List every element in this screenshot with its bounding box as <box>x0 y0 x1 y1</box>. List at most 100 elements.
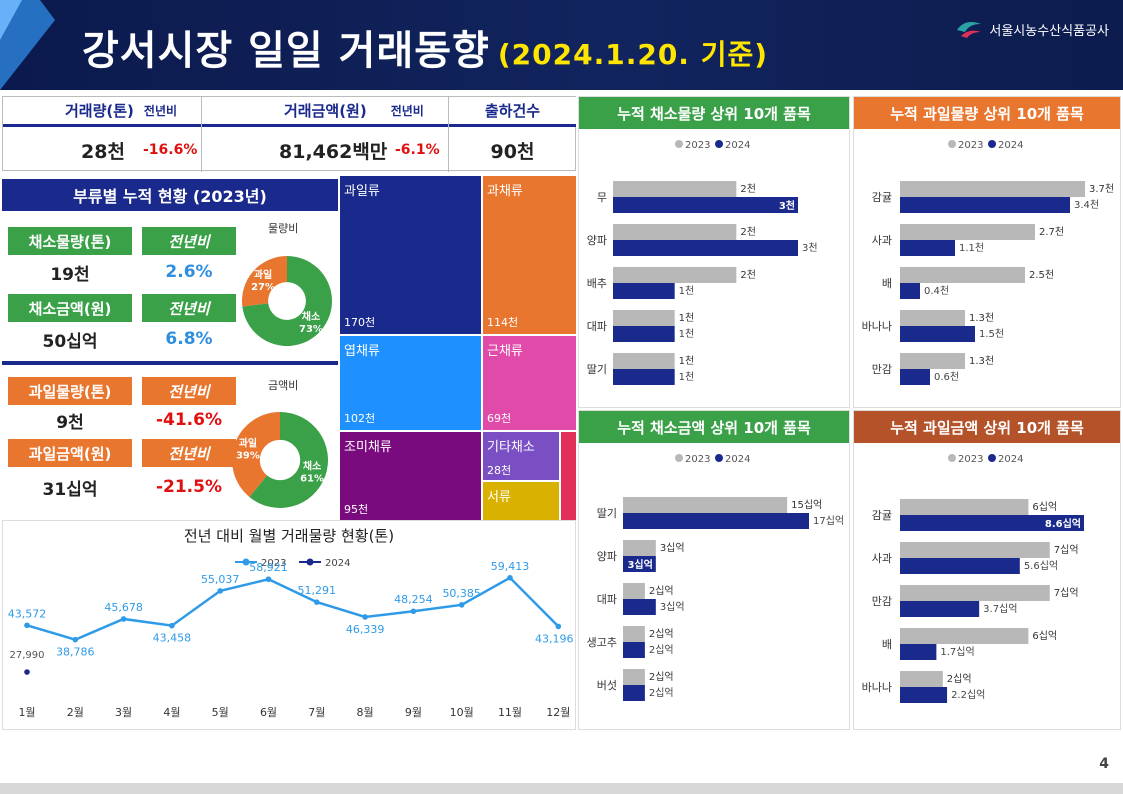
monthly-volume-chart: 전년 대비 월별 거래물량 현황(톤) 2023 2024 43,572 38,786 4… <box>8 527 574 719</box>
footer-bar <box>0 783 1123 794</box>
bar-2023-4 <box>613 353 675 369</box>
point-2023-3 <box>169 622 175 629</box>
category-summary-panel: 부류별 누적 현황 (2023년) 채소물량(톤) 전년비 19천 2.6% 채… <box>2 176 338 516</box>
bar-2024-2 <box>613 283 675 299</box>
bar-2023-4 <box>623 669 645 685</box>
treemap-cell-name: 엽채류 <box>344 344 380 359</box>
legend-dot-2023 <box>948 454 956 462</box>
page-title: 강서시장 일일 거래동향 (2024.1.20. 기준) <box>82 28 769 74</box>
legend-dot-2024 <box>715 140 723 148</box>
fruit-volume-value: 9천 <box>56 412 84 433</box>
point-2023-11 <box>555 623 562 630</box>
point-2023-4 <box>217 588 223 594</box>
point-label-2023-4: 55,037 <box>201 573 240 586</box>
donut-amount-slice-label-0: 과일 <box>239 436 257 449</box>
x-tick-10: 11월 <box>498 706 522 719</box>
volume-label: 거래량(톤) <box>65 102 134 120</box>
bar-label-2024-3: 1천 <box>679 328 695 340</box>
treemap-cell-name: 기타채소 <box>487 440 535 455</box>
legend-label-2023: 2023 <box>958 454 983 465</box>
bar-2024-1 <box>623 556 656 572</box>
donut-volume-title: 물량비 <box>268 222 299 235</box>
category-label-0: 감귤 <box>872 509 892 522</box>
category-label-2: 배 <box>882 277 892 290</box>
x-tick-6: 7월 <box>308 706 325 719</box>
point-label-2023-1: 38,786 <box>56 646 95 659</box>
bar-label-2024-1: 3십억 <box>627 558 652 571</box>
x-tick-3: 4월 <box>163 706 180 719</box>
shipments-value: 90천 <box>490 140 535 163</box>
bar-label-2023-3: 1.3천 <box>969 312 994 324</box>
point-label-2023-11: 43,196 <box>535 632 574 645</box>
bar-2024-0 <box>623 513 809 529</box>
bar-2023-3 <box>613 310 675 326</box>
point-label-2023-2: 45,678 <box>104 601 143 614</box>
fruit-amount-value: 31십억 <box>42 479 98 500</box>
bar-2023-3 <box>623 626 645 642</box>
category-label-2: 대파 <box>597 593 617 606</box>
legend-marker-2024 <box>306 558 314 566</box>
category-label-2: 만감 <box>872 595 892 608</box>
treemap-cell-value: 95천 <box>344 503 369 516</box>
bar-label-2024-0: 17십억 <box>813 515 844 527</box>
volume-value: 28천 <box>81 140 125 163</box>
category-label-0: 딸기 <box>597 507 617 520</box>
series-line-2023 <box>26 576 560 641</box>
bar-2024-0 <box>900 197 1070 213</box>
category-label-2: 배추 <box>587 277 607 290</box>
treemap-cell-1: 과채류 114천 <box>483 176 576 334</box>
legend-dot-2023 <box>675 454 683 462</box>
amount-label: 거래금액(원) <box>284 102 367 120</box>
category-label-4: 만감 <box>872 363 892 376</box>
donut-volume-slice-label-1: 채소 <box>302 310 320 323</box>
bar-label-2023-2: 2천 <box>740 269 756 281</box>
bar-2023-2 <box>613 267 737 283</box>
donut-amount-title: 금액비 <box>268 379 299 392</box>
x-tick-5: 6월 <box>260 706 277 719</box>
point-label-2023-3: 43,458 <box>153 632 192 645</box>
bar-2023-1 <box>900 224 1035 240</box>
veg-amount-top-panel: 누적 채소금액 상위 10개 품목 2023 2024 딸기 15십억 17십억 양파 3십… <box>578 410 850 730</box>
category-label-1: 사과 <box>872 234 892 247</box>
fruit-amount-top-panel: 누적 과일금액 상위 10개 품목 2023 2024 감귤 6십억 8.6십억 사과 7십… <box>853 410 1121 730</box>
donut-volume-slice-value-0: 27% <box>251 282 275 293</box>
fruit-volume-top-panel: 누적 과일물량 상위 10개 품목 2023 2024 감귤 3.7천 3.4천 사과 2.… <box>853 96 1121 408</box>
bar-label-2023-0: 6십억 <box>1032 501 1057 513</box>
bar-2023-0 <box>613 181 737 197</box>
page-subtitle: (2024.1.20. 기준) <box>497 38 769 71</box>
point-label-2024-0: 27,990 <box>10 650 45 661</box>
bar-2023-0 <box>900 181 1085 197</box>
category-label-1: 양파 <box>587 234 607 247</box>
legend-label-2024: 2024 <box>725 454 750 465</box>
fruit-amount-top-title: 누적 과일금액 상위 10개 품목 <box>854 411 1120 443</box>
bar-2023-0 <box>623 497 788 513</box>
category-label-4: 버섯 <box>597 679 617 692</box>
bar-2023-1 <box>623 540 656 556</box>
legend-label-2023: 2023 <box>685 454 710 465</box>
x-tick-8: 9월 <box>405 706 422 719</box>
bar-label-2023-2: 7십억 <box>1054 587 1079 599</box>
bar-label-2023-3: 2십억 <box>649 628 674 640</box>
category-label-3: 배 <box>882 638 892 651</box>
point-2023-9 <box>458 602 465 608</box>
bar-label-2024-1: 5.6십억 <box>1024 560 1058 572</box>
bar-label-2024-4: 0.6천 <box>934 371 959 383</box>
treemap-cell-name: 조미채류 <box>344 440 392 455</box>
category-label-4: 바나나 <box>862 681 892 694</box>
volume-yoy-value: -16.6% <box>143 142 198 158</box>
point-2023-0 <box>24 622 30 629</box>
bar-2024-0 <box>613 197 798 213</box>
bar-2023-3 <box>900 310 965 326</box>
x-tick-0: 1월 <box>18 706 35 719</box>
bar-label-2024-0: 3천 <box>779 199 795 212</box>
bar-label-2023-0: 2천 <box>740 183 756 195</box>
donut-volume-slice-0 <box>242 256 287 307</box>
treemap-cell-value: 28천 <box>487 464 512 477</box>
bar-2024-4 <box>623 685 645 701</box>
treemap-cell-6: 서류 <box>483 482 559 521</box>
